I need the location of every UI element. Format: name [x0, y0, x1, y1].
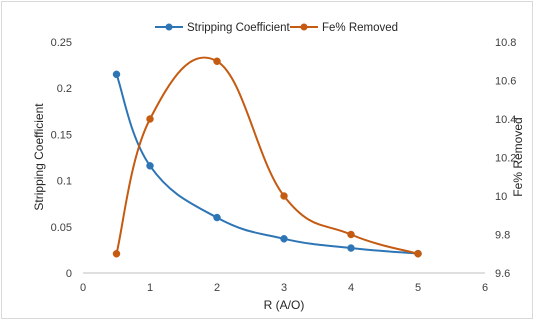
legend: Stripping Coefficient Fe% Removed	[155, 22, 398, 34]
series-line-fe-removed	[115, 56, 419, 255]
data-point-fe-removed	[112, 250, 121, 258]
data-point-stripping-coefficient	[213, 213, 221, 222]
x-tick-label: 6	[482, 282, 488, 294]
y2-tick-label: 10.2	[495, 153, 516, 165]
y-tick-label: 0.1	[57, 176, 72, 188]
x-tick-labels: 0 1 2 3 4 5 6	[80, 282, 488, 294]
data-point-stripping-coefficient	[146, 162, 154, 170]
y2-tick-label: 9.8	[495, 230, 510, 242]
series-group	[112, 56, 422, 258]
x-tick-label: 1	[147, 282, 153, 294]
y-tick-label: 0.15	[51, 129, 72, 141]
data-point-fe-removed	[280, 192, 288, 200]
data-point-fe-removed	[213, 57, 221, 65]
data-point-stripping-coefficient	[280, 235, 288, 243]
y2-tick-labels: 9.6 9.8 10 10.2 10.4 10.6 10.8	[495, 37, 516, 280]
x-axis-title: R (A/O)	[264, 298, 305, 312]
x-tick-label: 0	[80, 282, 86, 294]
data-point-stripping-coefficient	[112, 70, 121, 79]
y2-tick-label: 10.8	[495, 37, 516, 49]
y2-tick-label: 10.4	[495, 114, 516, 126]
y-tick-label: 0	[66, 268, 72, 280]
data-point-fe-removed	[347, 230, 355, 239]
legend-marker-fe-removed	[300, 23, 308, 31]
legend-label-fe-removed: Fe% Removed	[322, 22, 398, 34]
legend-marker-stripping-coefficient	[165, 23, 173, 31]
data-point-fe-removed	[414, 250, 422, 258]
x-tick-label: 5	[415, 282, 421, 294]
y-tick-label: 0.25	[51, 37, 72, 49]
y-tick-labels: 0 0.05 0.1 0.15 0.2 0.25	[51, 37, 72, 280]
legend-label-stripping-coefficient: Stripping Coefficient	[187, 22, 291, 34]
y-tick-label: 0.2	[57, 83, 72, 95]
y2-tick-label: 10	[495, 191, 507, 203]
series-line-stripping-coefficient	[115, 73, 419, 255]
y2-tick-label: 10.6	[495, 76, 516, 88]
y2-axis-title: Fe% Removed	[511, 117, 525, 196]
x-tick-label: 2	[214, 282, 220, 294]
y-tick-label: 0.05	[51, 222, 72, 234]
y-axis-title: Stripping Coefficient	[32, 103, 46, 211]
y2-tick-label: 9.6	[495, 268, 510, 280]
data-point-stripping-coefficient	[347, 244, 355, 252]
x-tick-label: 3	[281, 282, 287, 294]
data-point-fe-removed	[146, 115, 154, 123]
x-tick-label: 4	[348, 282, 354, 294]
